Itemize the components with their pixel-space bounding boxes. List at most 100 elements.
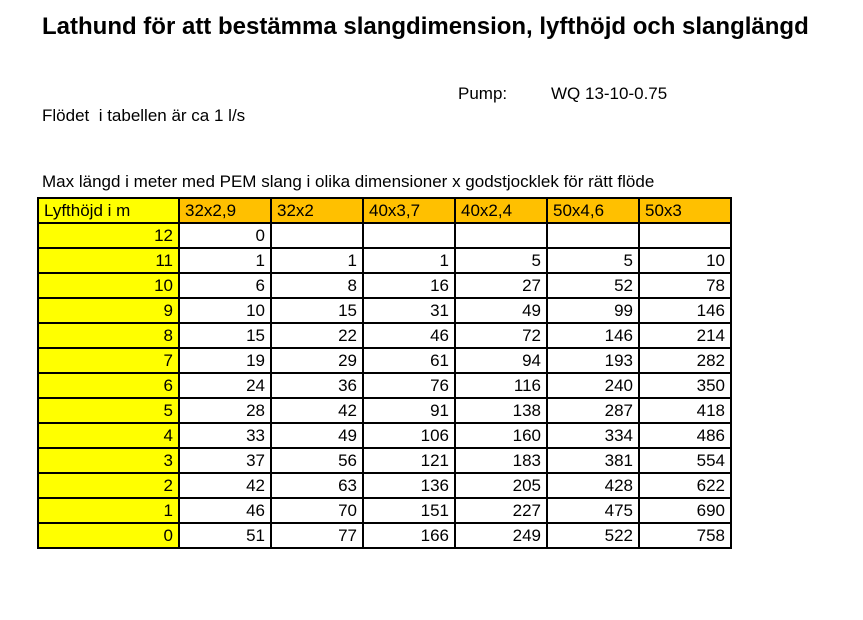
- value-cell: 350: [638, 372, 732, 399]
- value-cell: 56: [270, 447, 364, 474]
- row-label-cell: 1: [37, 497, 180, 524]
- value-cell: 15: [178, 322, 272, 349]
- row-label-cell: 12: [37, 222, 180, 249]
- value-cell: 42: [270, 397, 364, 424]
- value-cell: 160: [454, 422, 548, 449]
- header-cell-dimension: 40x3,7: [362, 197, 456, 224]
- value-cell: 42: [178, 472, 272, 499]
- value-cell: 334: [546, 422, 640, 449]
- value-cell: [270, 222, 364, 249]
- value-cell: 758: [638, 522, 732, 549]
- value-cell: 24: [178, 372, 272, 399]
- table-row: 1 46 70 151 227 475 690: [37, 497, 732, 524]
- value-cell: 49: [270, 422, 364, 449]
- value-cell: 6: [178, 272, 272, 299]
- row-label-cell: 6: [37, 372, 180, 399]
- value-cell: 690: [638, 497, 732, 524]
- table-row: 5 28 42 91 138 287 418: [37, 397, 732, 424]
- value-cell: 151: [362, 497, 456, 524]
- table-row: 12 0: [37, 222, 732, 249]
- value-cell: 249: [454, 522, 548, 549]
- header-cell-lift-height: Lyfthöjd i m: [37, 197, 180, 224]
- value-cell: 240: [546, 372, 640, 399]
- value-cell: 94: [454, 347, 548, 374]
- value-cell: 193: [546, 347, 640, 374]
- value-cell: 282: [638, 347, 732, 374]
- value-cell: 15: [270, 297, 364, 324]
- row-label-cell: 8: [37, 322, 180, 349]
- value-cell: 49: [454, 297, 548, 324]
- value-cell: 1: [362, 247, 456, 274]
- value-cell: [454, 222, 548, 249]
- row-label-cell: 3: [37, 447, 180, 474]
- value-cell: 116: [454, 372, 548, 399]
- table-header-row: Lyfthöjd i m 32x2,9 32x2 40x3,7 40x2,4 50x4,6…: [37, 197, 732, 224]
- row-label-cell: 7: [37, 347, 180, 374]
- header-cell-dimension: 40x2,4: [454, 197, 548, 224]
- value-cell: 418: [638, 397, 732, 424]
- value-cell: 16: [362, 272, 456, 299]
- value-cell: 37: [178, 447, 272, 474]
- value-cell: 166: [362, 522, 456, 549]
- flow-note: Flödet i tabellen är ca 1 l/s: [42, 106, 246, 125]
- value-cell: 214: [638, 322, 732, 349]
- value-cell: 52: [546, 272, 640, 299]
- value-cell: 0: [178, 222, 272, 249]
- value-cell: 22: [270, 322, 364, 349]
- value-cell: 72: [454, 322, 548, 349]
- header-cell-dimension: 32x2,9: [178, 197, 272, 224]
- table-row: 3 37 56 121 183 381 554: [37, 447, 732, 474]
- value-cell: 428: [546, 472, 640, 499]
- value-cell: 29: [270, 347, 364, 374]
- value-cell: 205: [454, 472, 548, 499]
- value-cell: 33: [178, 422, 272, 449]
- value-cell: 76: [362, 372, 456, 399]
- value-cell: [638, 222, 732, 249]
- header-cell-dimension: 50x4,6: [546, 197, 640, 224]
- row-label-cell: 9: [37, 297, 180, 324]
- value-cell: 63: [270, 472, 364, 499]
- pump-label: Pump:: [458, 84, 508, 103]
- value-cell: 28: [178, 397, 272, 424]
- value-cell: 554: [638, 447, 732, 474]
- value-cell: 1: [178, 247, 272, 274]
- value-cell: 91: [362, 397, 456, 424]
- value-cell: 46: [362, 322, 456, 349]
- value-cell: 36: [270, 372, 364, 399]
- table-row: 8 15 22 46 72 146 214: [37, 322, 732, 349]
- page-title: Lathund för att bestämma slangdimension,…: [42, 13, 809, 40]
- table-row: 9 10 15 31 49 99 146: [37, 297, 732, 324]
- row-label-cell: 2: [37, 472, 180, 499]
- value-cell: 5: [454, 247, 548, 274]
- value-cell: 70: [270, 497, 364, 524]
- value-cell: [546, 222, 640, 249]
- row-label-cell: 0: [37, 522, 180, 549]
- table-row: 0 51 77 166 249 522 758: [37, 522, 732, 549]
- table-caption: Max längd i meter med PEM slang i olika …: [42, 172, 655, 191]
- table-row: 6 24 36 76 116 240 350: [37, 372, 732, 399]
- value-cell: 77: [270, 522, 364, 549]
- value-cell: 78: [638, 272, 732, 299]
- value-cell: 475: [546, 497, 640, 524]
- value-cell: 99: [546, 297, 640, 324]
- value-cell: 622: [638, 472, 732, 499]
- value-cell: 31: [362, 297, 456, 324]
- value-cell: [362, 222, 456, 249]
- value-cell: 287: [546, 397, 640, 424]
- value-cell: 486: [638, 422, 732, 449]
- value-cell: 106: [362, 422, 456, 449]
- row-label-cell: 4: [37, 422, 180, 449]
- value-cell: 138: [454, 397, 548, 424]
- value-cell: 1: [270, 247, 364, 274]
- table-row: 2 42 63 136 205 428 622: [37, 472, 732, 499]
- value-cell: 5: [546, 247, 640, 274]
- row-label-cell: 5: [37, 397, 180, 424]
- value-cell: 61: [362, 347, 456, 374]
- header-cell-dimension: 50x3: [638, 197, 732, 224]
- value-cell: 121: [362, 447, 456, 474]
- value-cell: 51: [178, 522, 272, 549]
- table-row: 4 33 49 106 160 334 486: [37, 422, 732, 449]
- table-row: 7 19 29 61 94 193 282: [37, 347, 732, 374]
- pump-model-value: WQ 13-10-0.75: [551, 84, 668, 103]
